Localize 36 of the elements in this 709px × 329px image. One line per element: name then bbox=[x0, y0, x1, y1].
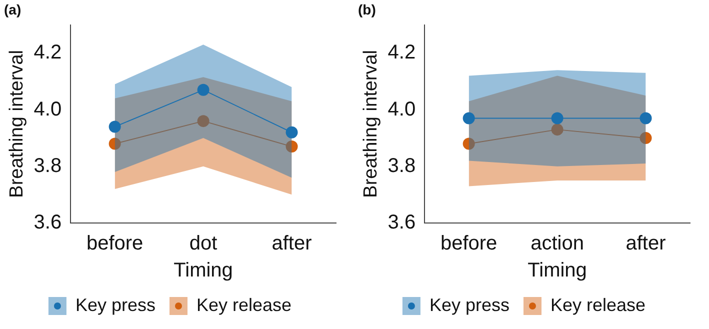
y-tick-label: 4.0 bbox=[388, 98, 416, 120]
legend-label: Key press bbox=[75, 294, 156, 315]
legend-label: Key press bbox=[429, 294, 510, 315]
legend-label: Key release bbox=[196, 294, 292, 315]
point bbox=[108, 120, 121, 133]
y-tick-label: 4.2 bbox=[388, 42, 416, 64]
y-tick-label: 4.2 bbox=[34, 42, 62, 64]
x-axis-title: Timing bbox=[528, 260, 587, 282]
y-tick-label: 4.0 bbox=[34, 98, 62, 120]
point bbox=[640, 132, 652, 144]
point bbox=[551, 112, 564, 124]
y-axis-title: Breathing interval bbox=[360, 50, 382, 198]
x-tick-label: after bbox=[272, 232, 312, 255]
x-tick-label: dot bbox=[189, 232, 218, 255]
point bbox=[640, 112, 652, 124]
chart-title: (a) bbox=[4, 1, 22, 18]
point bbox=[462, 138, 475, 150]
point bbox=[197, 115, 210, 128]
x-tick-label: before bbox=[86, 232, 144, 255]
point bbox=[197, 84, 210, 96]
point bbox=[286, 140, 298, 153]
point bbox=[286, 126, 298, 138]
point bbox=[462, 112, 475, 124]
y-tick-label: 3.6 bbox=[388, 212, 416, 234]
point bbox=[108, 138, 121, 150]
chart-title: (b) bbox=[358, 1, 376, 18]
x-axis-title: Timing bbox=[174, 260, 233, 282]
x-tick-label: before bbox=[440, 232, 498, 255]
y-tick-label: 3.6 bbox=[34, 212, 62, 234]
x-tick-label: after bbox=[626, 232, 666, 255]
point bbox=[551, 124, 564, 136]
y-axis-title: Breathing interval bbox=[6, 50, 28, 198]
x-tick-label: action bbox=[530, 232, 584, 255]
legend-label: Key release bbox=[550, 294, 646, 315]
y-tick-label: 3.8 bbox=[388, 154, 416, 177]
y-tick-label: 3.8 bbox=[34, 154, 62, 177]
